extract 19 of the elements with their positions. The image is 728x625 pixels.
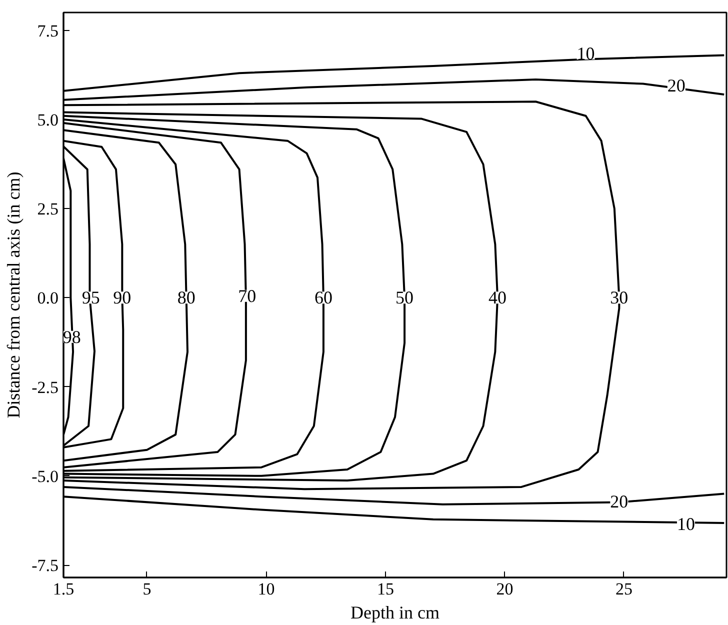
y-tick-label: -7.5	[32, 556, 59, 576]
x-tick-label: 20	[496, 580, 514, 598]
y-tick-label: -2.5	[32, 378, 59, 397]
annotation: 10	[576, 43, 595, 64]
x-tick-label: 25	[615, 580, 632, 598]
y-tick-label: 7.5	[37, 21, 58, 40]
annotation: 20	[667, 76, 686, 96]
annotation: 10	[676, 514, 695, 534]
y-tick-label: -5.0	[32, 466, 59, 486]
y-tick-label: 2.5	[37, 200, 58, 219]
y-tick-label: 0.0	[37, 288, 58, 308]
x-axis-title: Depth in cm	[350, 602, 440, 622]
x-tick-label: 1.5	[52, 580, 74, 598]
x-tick-label: 5	[142, 580, 152, 598]
annotation: 98	[62, 326, 81, 347]
y-tick-label: 5.0	[37, 110, 58, 130]
x-tick-label: 15	[376, 580, 394, 598]
x-tick-label: 10	[258, 580, 275, 598]
y-axis-title: Distance from central axis (in cm)	[4, 172, 24, 418]
